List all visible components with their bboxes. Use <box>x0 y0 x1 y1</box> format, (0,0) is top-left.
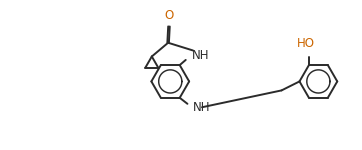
Text: NH: NH <box>193 101 210 114</box>
Text: NH: NH <box>192 49 209 62</box>
Text: HO: HO <box>297 37 315 50</box>
Text: O: O <box>164 9 174 22</box>
